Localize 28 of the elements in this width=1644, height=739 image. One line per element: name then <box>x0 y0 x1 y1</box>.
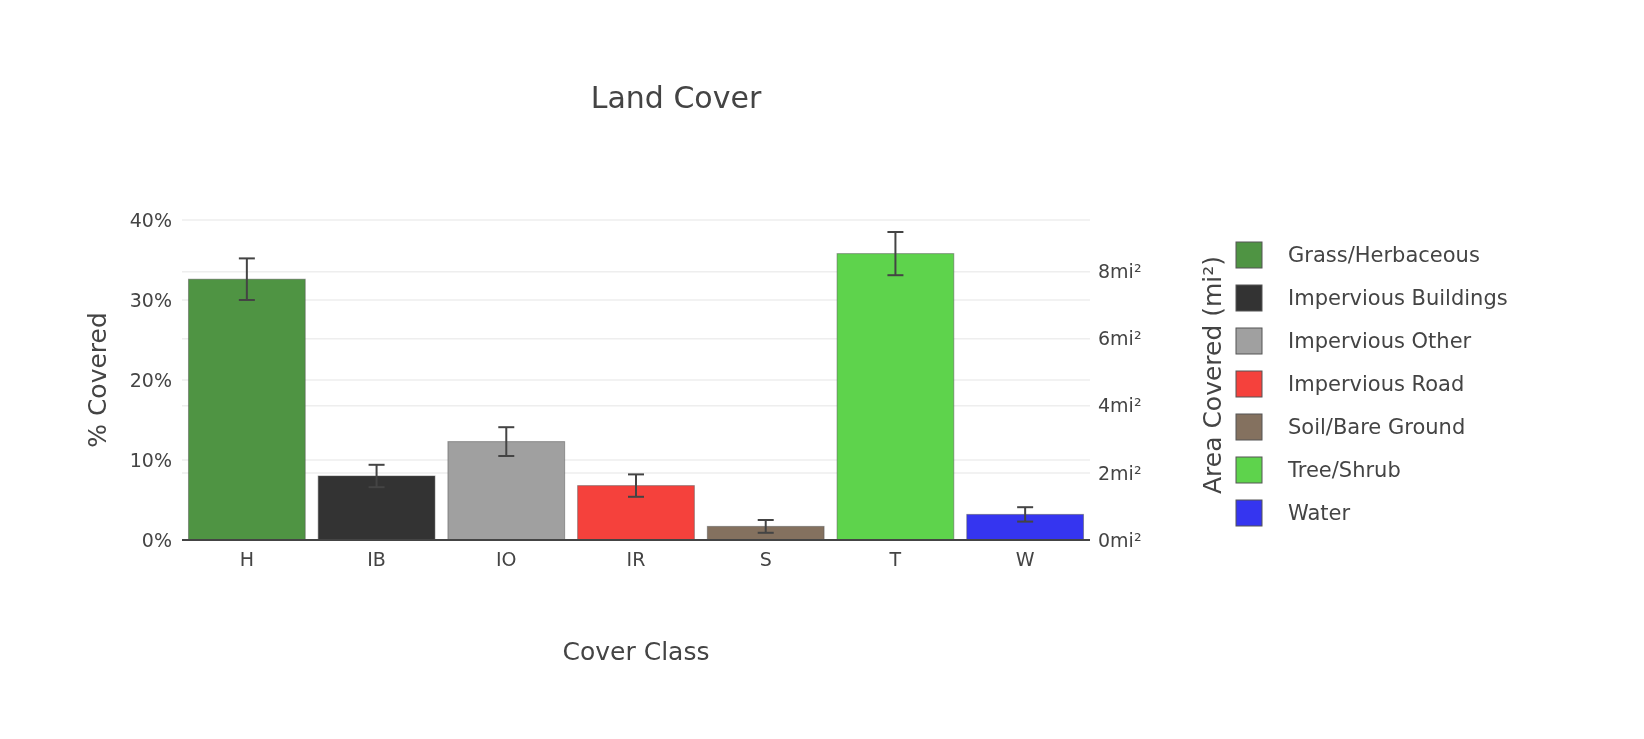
y2-tick-label: 0mi² <box>1098 528 1142 551</box>
legend-label: Tree/Shrub <box>1287 458 1401 483</box>
x-tick-label: IR <box>626 548 646 570</box>
y-tick-label: 10% <box>129 448 172 471</box>
x-tick-label: IO <box>496 548 517 570</box>
legend-label: Grass/Herbaceous <box>1288 243 1480 268</box>
y2-tick-label: 2mi² <box>1098 461 1142 484</box>
x-tick-label: H <box>239 548 255 570</box>
x-axis-title: Cover Class <box>562 637 710 666</box>
y-tick-label: 40% <box>129 208 172 231</box>
legend-label: Soil/Bare Ground <box>1288 415 1466 440</box>
y-tick-label: 20% <box>129 368 172 391</box>
x-tick-label: W <box>1015 548 1035 570</box>
legend-label: Impervious Other <box>1288 329 1472 354</box>
x-tick-label: S <box>759 548 772 570</box>
legend-label: Water <box>1288 501 1351 526</box>
legend-label: Impervious Buildings <box>1288 286 1508 311</box>
y2-tick-label: 6mi² <box>1098 327 1142 350</box>
y-tick-label: 30% <box>129 288 172 311</box>
y2-tick-label: 4mi² <box>1098 394 1142 417</box>
y-axis-title: % Covered <box>83 312 112 448</box>
x-tick-label: T <box>888 548 902 570</box>
y2-axis-title: Area Covered (mi²) <box>1198 255 1227 495</box>
legend-label: Impervious Road <box>1288 372 1465 397</box>
x-tick-label: IB <box>367 548 386 570</box>
chart-title: Land Cover <box>590 80 762 115</box>
y2-tick-label: 8mi² <box>1098 260 1142 283</box>
y-tick-label: 0% <box>141 528 172 551</box>
